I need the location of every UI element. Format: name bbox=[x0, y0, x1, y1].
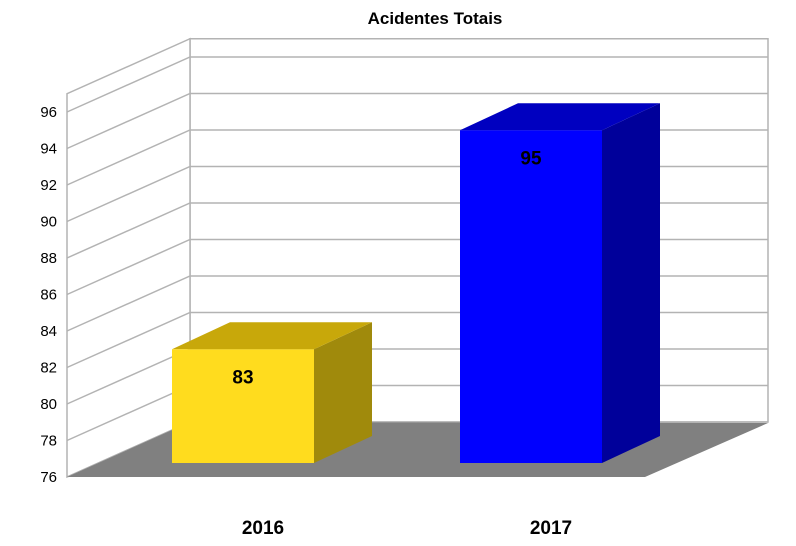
bar-top bbox=[172, 322, 372, 350]
y-tick-label: 80 bbox=[40, 396, 57, 413]
bar-2016 bbox=[172, 322, 372, 463]
data-label: 83 bbox=[232, 367, 253, 388]
bar-front bbox=[172, 349, 314, 463]
data-label: 95 bbox=[520, 148, 542, 169]
gridline bbox=[66, 56, 768, 113]
chart-title: Acidentes Totais bbox=[368, 9, 503, 28]
y-tick-label: 76 bbox=[40, 469, 57, 486]
bar-side bbox=[602, 103, 660, 463]
y-tick-label: 86 bbox=[40, 287, 57, 304]
y-tick-label: 84 bbox=[40, 323, 57, 340]
y-tick-label: 96 bbox=[40, 104, 57, 121]
bar-side bbox=[314, 322, 372, 463]
bars bbox=[172, 103, 660, 463]
y-tick-label: 88 bbox=[40, 250, 57, 267]
bar-top bbox=[460, 103, 660, 131]
x-tick-label: 2017 bbox=[530, 518, 572, 539]
bar-front bbox=[460, 130, 602, 463]
bar-2017 bbox=[460, 103, 660, 463]
gridline bbox=[66, 92, 768, 150]
y-tick-label: 92 bbox=[40, 177, 57, 194]
y-tick-label: 94 bbox=[40, 141, 57, 158]
x-axis-ticks: 2016 2017 bbox=[242, 518, 572, 539]
x-tick-label: 2016 bbox=[242, 518, 284, 539]
y-tick-label: 90 bbox=[40, 214, 57, 231]
y-tick-label: 82 bbox=[40, 360, 57, 377]
y-tick-label: 78 bbox=[40, 433, 57, 450]
y-axis-ticks: 76 78 80 82 84 86 88 90 92 94 96 bbox=[40, 104, 57, 486]
data-labels: 83 95 bbox=[232, 148, 542, 388]
